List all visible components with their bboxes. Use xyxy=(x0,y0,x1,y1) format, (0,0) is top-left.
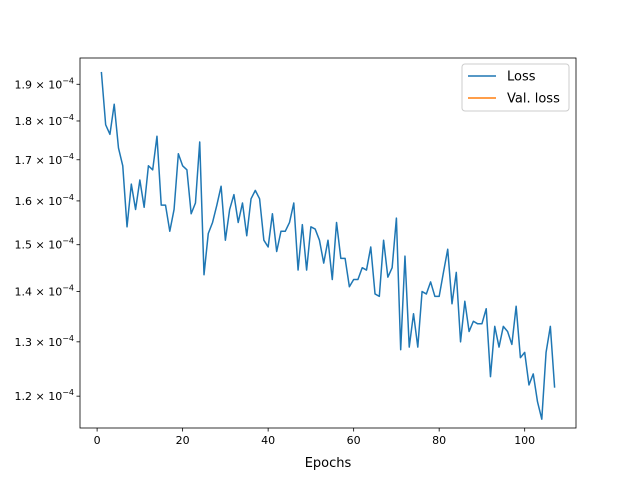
y-tick-label: 1.5 × 10−4 xyxy=(15,237,75,252)
x-tick-label: 0 xyxy=(94,434,101,447)
y-tick-label: 1.4 × 10−4 xyxy=(15,284,75,299)
x-axis-label: Epochs xyxy=(305,456,352,471)
y-tick-label: 1.3 × 10−4 xyxy=(15,334,75,349)
y-tick-label: 1.9 × 10−4 xyxy=(15,76,75,91)
ticks-layer: 0 20 40 60 80 100 1.2 × 10−4 1.3 × 10−4 1.4 × 10… xyxy=(15,76,536,447)
y-tick-label: 1.6 × 10−4 xyxy=(15,193,75,208)
axes-layer xyxy=(79,57,577,429)
axes-frame xyxy=(79,57,577,429)
legend: Loss Val. loss xyxy=(461,63,570,112)
y-tick-label: 1.8 × 10−4 xyxy=(15,113,75,128)
legend-label-0: Loss xyxy=(507,70,536,85)
x-tick-label: 20 xyxy=(176,434,190,447)
x-tick-label: 100 xyxy=(514,434,535,447)
y-tick-label: 1.7 × 10−4 xyxy=(15,152,75,167)
x-tick-label: 40 xyxy=(261,434,275,447)
series-line-0 xyxy=(100,71,556,420)
legend-label-1: Val. loss xyxy=(507,92,560,107)
x-tick-label: 60 xyxy=(347,434,361,447)
y-tick-label: 1.2 × 10−4 xyxy=(15,388,75,403)
x-tick-label: 80 xyxy=(432,434,446,447)
series-layer xyxy=(100,71,556,420)
